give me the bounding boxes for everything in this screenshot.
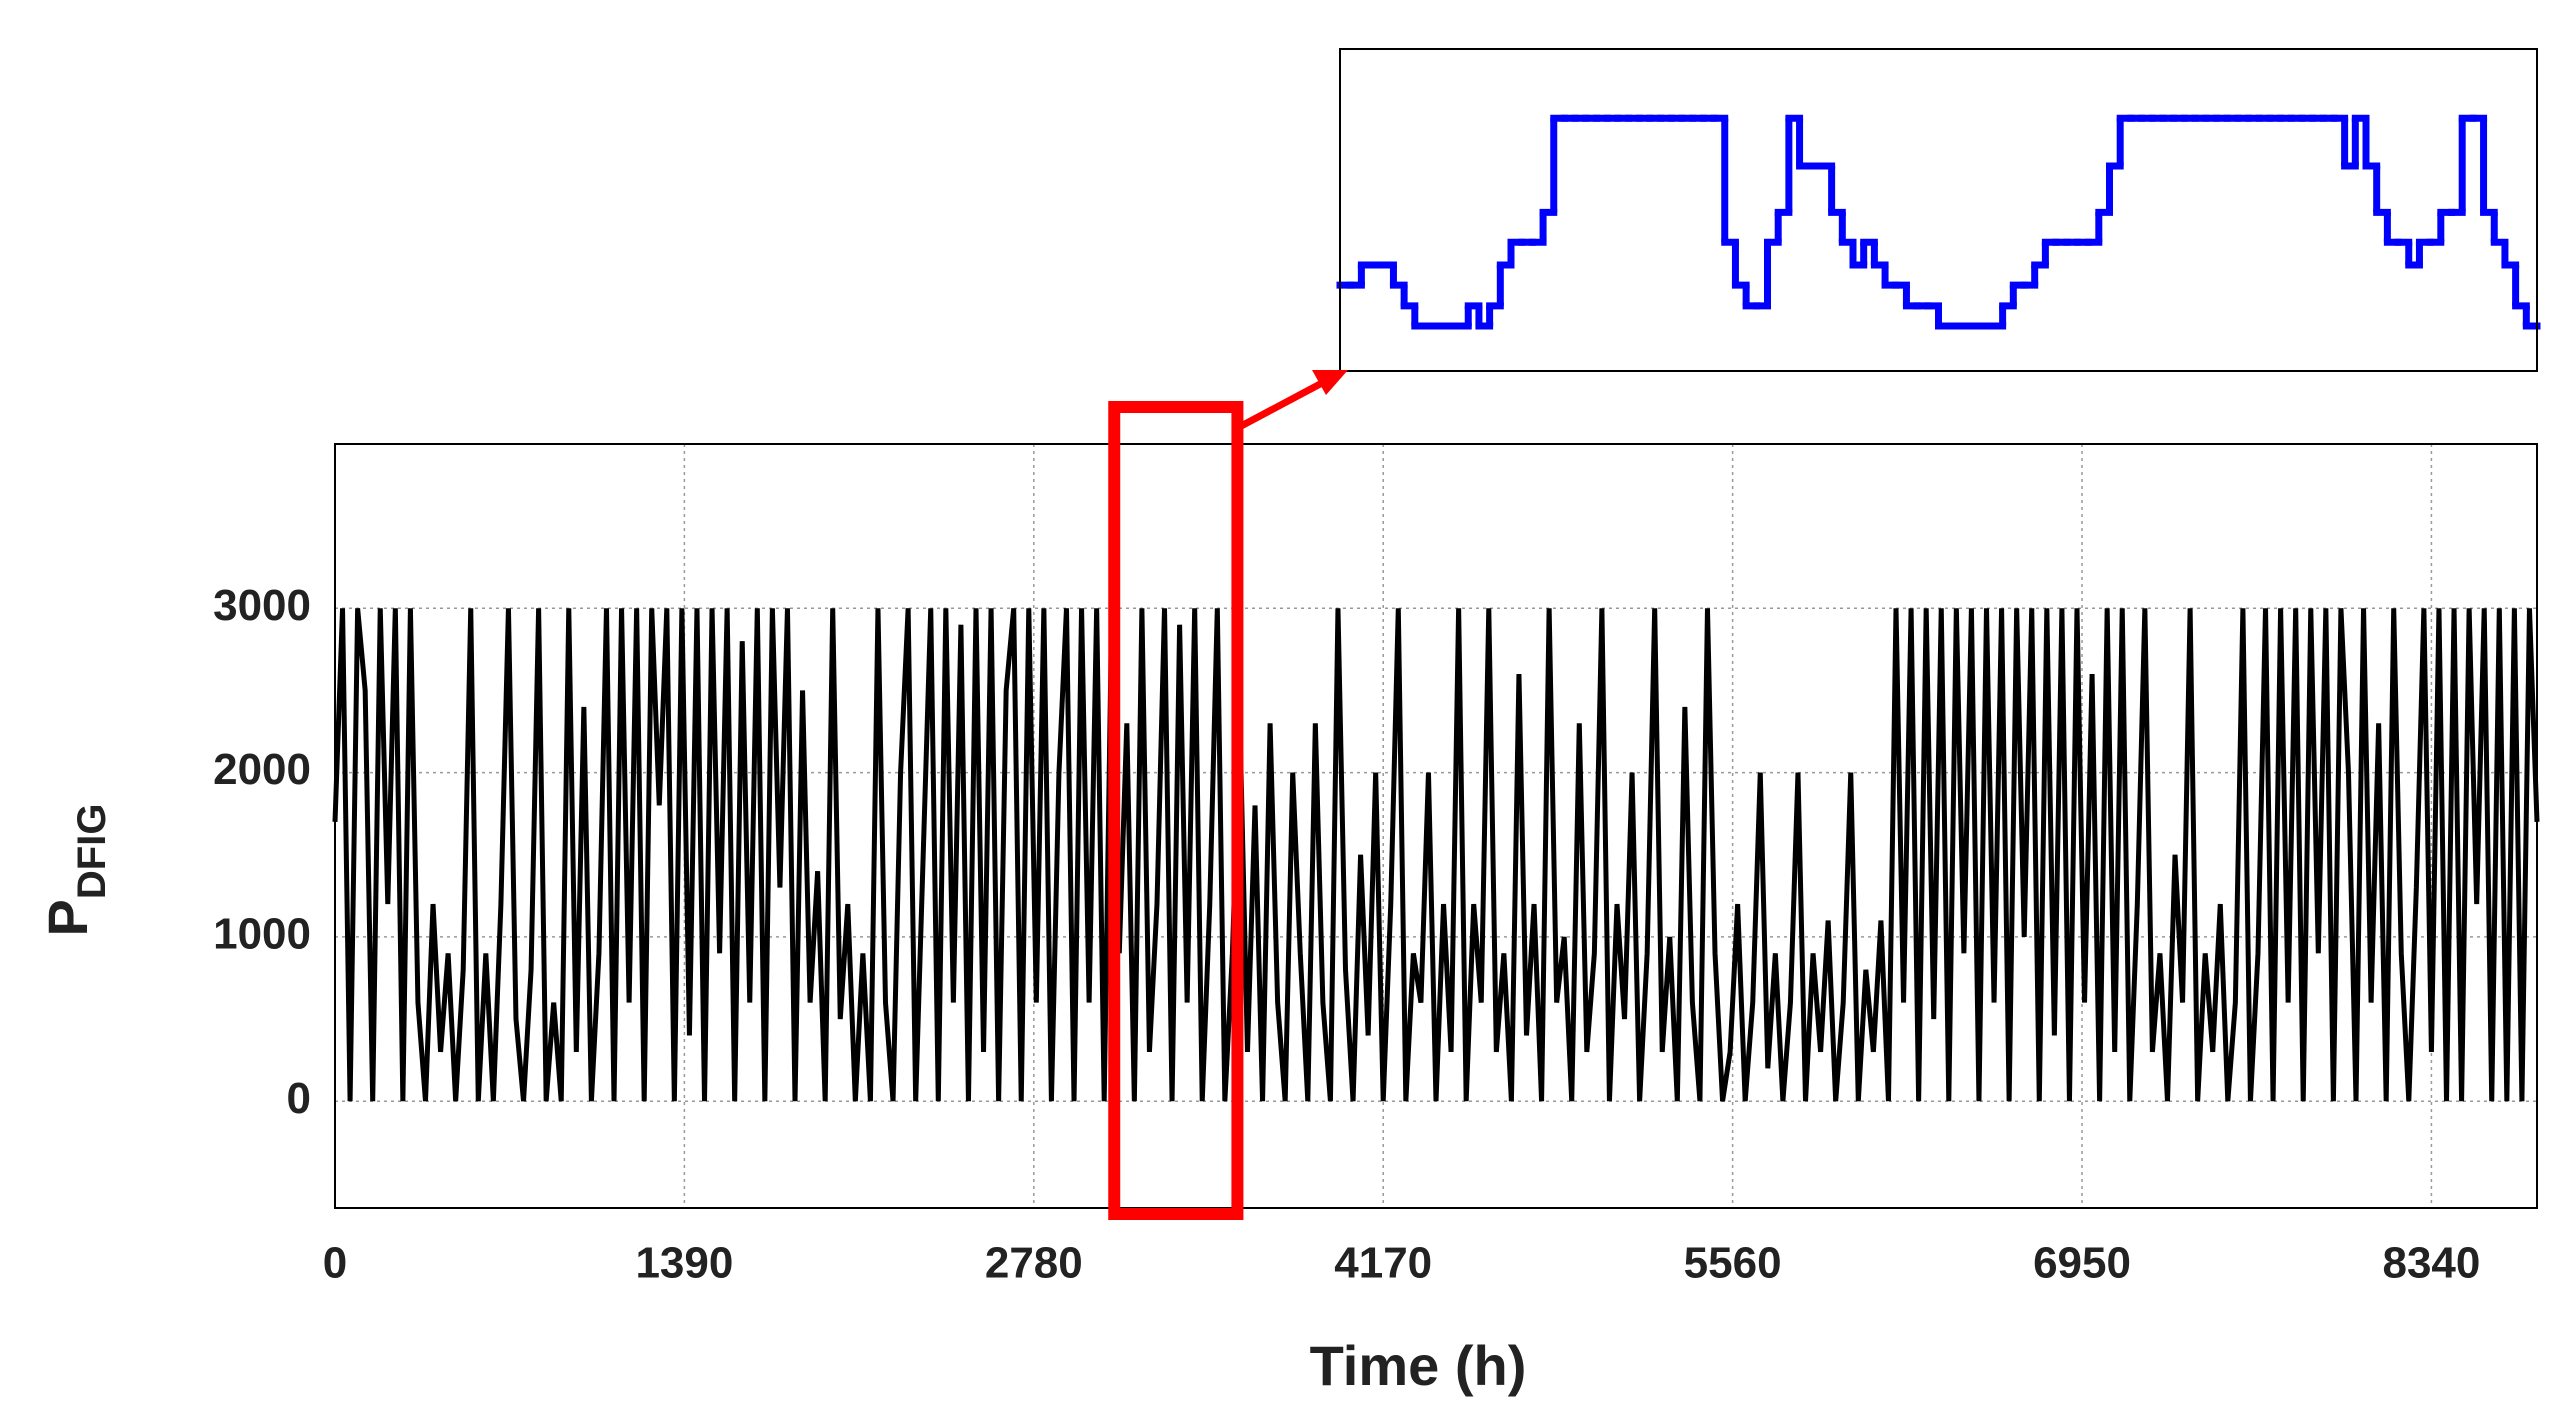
inset-frame — [1339, 48, 2538, 372]
data-line — [332, 608, 2540, 1102]
y-tick-label: 3000 — [213, 581, 311, 630]
x-tick-label: 2780 — [985, 1239, 1083, 1288]
x-tick-label: 5560 — [1684, 1239, 1782, 1288]
y-tick-label: 1000 — [213, 910, 311, 959]
x-tick-label: 1390 — [635, 1239, 733, 1288]
highlight-box — [1108, 401, 1244, 1220]
x-tick-label: 6950 — [2033, 1239, 2131, 1288]
x-tick-label: 8340 — [2382, 1239, 2480, 1288]
x-tick-label: 4170 — [1334, 1239, 1432, 1288]
x-axis-title: Time (h) — [1310, 1334, 1527, 1397]
y-tick-label: 0 — [287, 1074, 311, 1123]
x-tick-label: 0 — [323, 1239, 347, 1288]
plot-frame — [334, 443, 2538, 1209]
zoom-arrowhead — [1312, 370, 1348, 395]
zoom-arrow — [1235, 379, 1324, 432]
y-tick-label: 2000 — [213, 745, 311, 794]
y-axis-title: PDFIG — [36, 804, 114, 937]
y-axis-title-main: P — [36, 899, 99, 936]
y-axis-title-subscript: DFIG — [70, 804, 114, 900]
